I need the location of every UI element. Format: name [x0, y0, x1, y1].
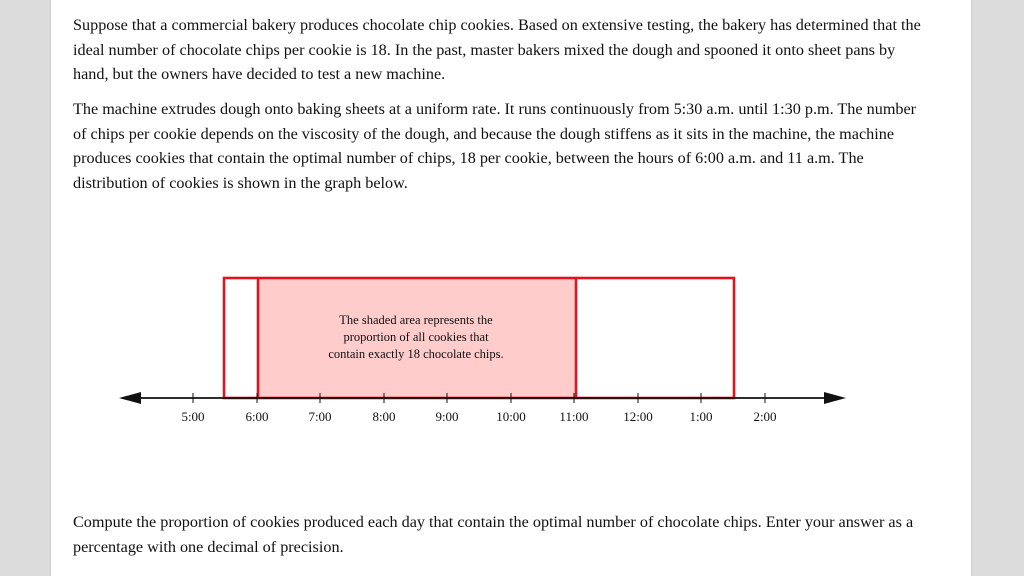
tick-label-11-00: 11:00: [559, 409, 588, 424]
problem-page: Suppose that a commercial bakery produce…: [50, 0, 972, 576]
axis-left-arrow: [119, 392, 141, 404]
tick-labels: 5:00 6:00 7:00 8:00 9:00 10:00 11:00 12:…: [181, 409, 776, 424]
annotation-line-2: proportion of all cookies that: [343, 330, 489, 344]
shaded-area-annotation: The shaded area represents the proportio…: [328, 313, 503, 361]
tick-label-6-00: 6:00: [245, 409, 268, 424]
tick-label-5-00: 5:00: [181, 409, 204, 424]
annotation-line-1: The shaded area represents the: [339, 313, 493, 327]
tick-marks: [192, 393, 766, 403]
tick-label-1-00: 1:00: [689, 409, 712, 424]
tick-label-9-00: 9:00: [435, 409, 458, 424]
tick-label-10-00: 10:00: [496, 409, 526, 424]
shaded-region: [258, 278, 576, 398]
tick-label-12-00: 12:00: [623, 409, 653, 424]
description-paragraph: The machine extrudes dough onto baking s…: [73, 100, 917, 192]
axis-right-arrow: [824, 392, 846, 404]
tick-label-8-00: 8:00: [372, 409, 395, 424]
uniform-distribution-graph: 5:00 6:00 7:00 8:00 9:00 10:00 11:00 12:…: [119, 276, 846, 424]
annotation-line-3: contain exactly 18 chocolate chips.: [328, 347, 503, 361]
tick-label-7-00: 7:00: [308, 409, 331, 424]
intro-paragraph: Suppose that a commercial bakery produce…: [73, 16, 921, 84]
tick-label-2-00: 2:00: [753, 409, 776, 424]
question-paragraph: Compute the proportion of cookies produc…: [73, 513, 914, 556]
